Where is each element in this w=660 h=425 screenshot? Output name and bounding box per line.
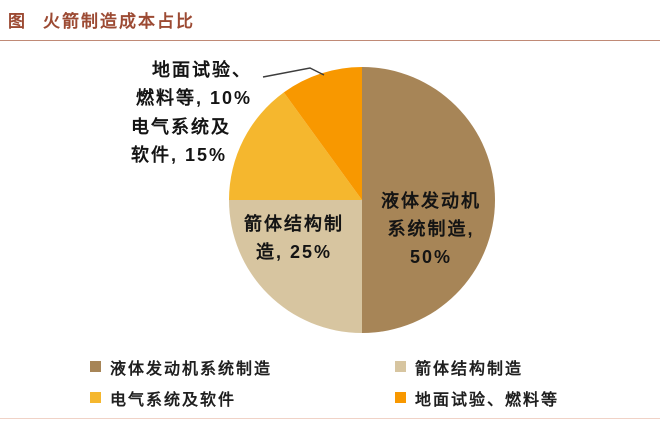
legend-swatch-icon: [90, 392, 101, 403]
legend-swatch-icon: [395, 392, 406, 403]
pie-label-ground-test-fuel: 地面试验、 燃料等, 10%: [135, 60, 252, 108]
legend-item-1: 箭体结构制造: [395, 355, 650, 379]
legend-label: 液体发动机系统制造: [110, 360, 273, 378]
legend-item-3: 地面试验、燃料等: [395, 386, 650, 410]
pie-label-electrical-software: 电气系统及 软件, 15%: [131, 117, 231, 165]
pie-slice-1: [229, 200, 362, 333]
legend-label: 地面试验、燃料等: [415, 391, 560, 409]
pie-label-body-structure: 箭体结构制 造, 25%: [244, 214, 344, 262]
legend-label: 电气系统及软件: [110, 391, 237, 409]
figure-title: 火箭制造成本占比: [43, 12, 195, 31]
legend-item-2: 电气系统及软件: [90, 386, 395, 410]
pie-slice-3: [283, 67, 362, 200]
legend-swatch-icon: [395, 361, 406, 372]
legend-label: 箭体结构制造: [415, 360, 524, 378]
legend-swatch-icon: [90, 361, 101, 372]
pie-slice-2: [229, 92, 362, 200]
figure-tag: 图: [8, 12, 27, 31]
pie-chart: [229, 67, 495, 333]
header-divider: [0, 40, 660, 41]
pie-slice-0: [362, 67, 495, 333]
legend-item-0: 液体发动机系统制造: [90, 355, 395, 379]
bottom-divider: [0, 418, 660, 419]
figure-header: 图火箭制造成本占比: [8, 7, 195, 32]
legend: 液体发动机系统制造 箭体结构制造电气系统及软件 地面试验、燃料等: [90, 351, 650, 413]
leader-line: [262, 67, 325, 78]
pie-label-liquid-engine: 液体发动机 系统制造, 50%: [381, 191, 481, 267]
